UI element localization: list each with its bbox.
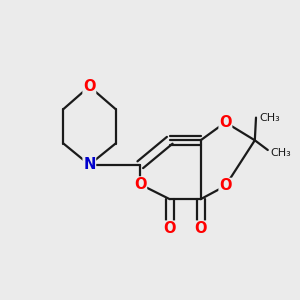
Text: CH₃: CH₃ — [271, 148, 292, 158]
Text: CH₃: CH₃ — [259, 112, 280, 123]
Text: O: O — [83, 79, 96, 94]
Text: O: O — [194, 221, 207, 236]
Text: O: O — [164, 221, 176, 236]
Text: O: O — [134, 177, 146, 192]
Text: O: O — [219, 115, 232, 130]
Text: N: N — [83, 157, 95, 172]
Text: O: O — [219, 178, 232, 194]
